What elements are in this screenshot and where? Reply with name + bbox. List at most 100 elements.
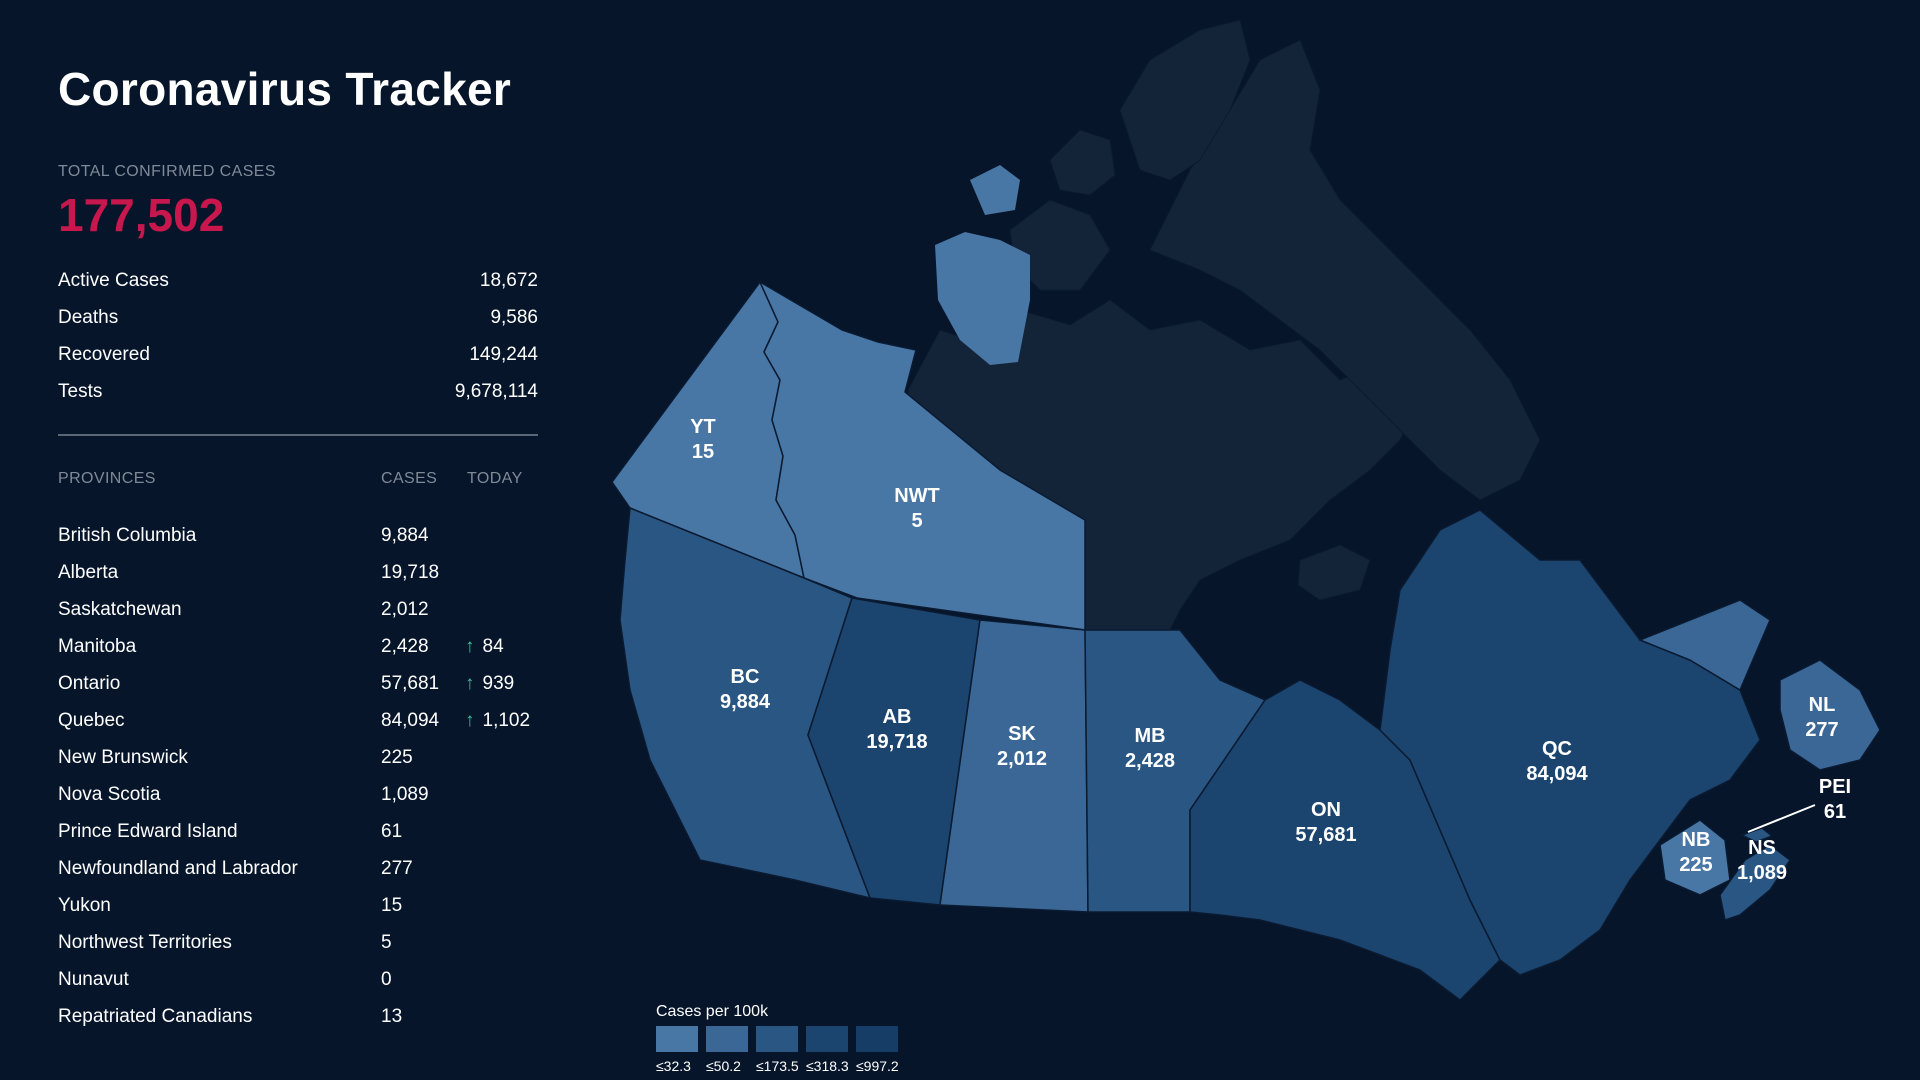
- province-cases: 13: [381, 1006, 403, 1027]
- table-row: Alberta 19,718: [58, 554, 538, 591]
- province-name: Yukon: [58, 895, 111, 916]
- region-cases: 225: [1679, 854, 1712, 876]
- map-label-nl: NL 277: [1805, 694, 1838, 741]
- province-name: Nova Scotia: [58, 784, 161, 805]
- map-label-bc: BC 9,884: [720, 666, 771, 713]
- province-today-value: 939: [482, 673, 515, 694]
- legend-label: ≤173.5: [756, 1058, 799, 1074]
- map-region-nl[interactable]: [1637, 599, 1881, 771]
- stat-value: 9,678,114: [454, 381, 538, 402]
- province-name: Saskatchewan: [58, 599, 182, 620]
- province-name: Quebec: [58, 710, 125, 731]
- region-cases: 61: [1824, 801, 1846, 823]
- stat-value: 149,244: [469, 344, 538, 365]
- map-region-nunavut[interactable]: [904, 19, 1541, 631]
- province-cases: 15: [381, 895, 403, 916]
- stat-row-recovered: Recovered 149,244: [58, 336, 538, 373]
- provinces-table: British Columbia 9,884 Alberta 19,718 Saskat…: [58, 517, 538, 1035]
- province-name: Prince Edward Island: [58, 821, 238, 842]
- province-name: British Columbia: [58, 525, 197, 546]
- province-cases: 19,718: [381, 562, 440, 583]
- map-region-qc[interactable]: [1379, 509, 1761, 976]
- legend-swatch: [706, 1026, 748, 1052]
- table-row: Northwest Territories 5: [58, 924, 538, 961]
- map-label-sk: SK 2,012: [997, 723, 1047, 770]
- arrow-up-icon: ↑: [465, 673, 475, 694]
- stat-label: Deaths: [58, 307, 119, 328]
- stat-label: Recovered: [58, 344, 150, 365]
- map-labels: YT 15 NWT 5 BC 9,884 AB 19,718 SK 2,012 MB 2,428 ON 5…: [690, 416, 1851, 884]
- map-region-on[interactable]: [1189, 679, 1501, 1001]
- map-label-nb: NB 225: [1679, 829, 1712, 876]
- southampton-island: [1297, 544, 1371, 601]
- province-cases: 57,681: [381, 673, 440, 694]
- region-cases: 1,089: [1737, 862, 1787, 884]
- table-row: Manitoba 2,428 ↑ 84: [58, 628, 538, 665]
- region-abbr: YT: [690, 416, 716, 438]
- table-row: Prince Edward Island 61: [58, 813, 538, 850]
- legend-swatch: [806, 1026, 848, 1052]
- map-region-pei[interactable]: [1740, 827, 1774, 843]
- region-cases: 15: [692, 441, 714, 463]
- region-cases: 57,681: [1295, 824, 1356, 846]
- map-region-ns[interactable]: [1719, 844, 1792, 921]
- ellesmere-island: [1119, 19, 1251, 181]
- page-title: Coronavirus Tracker: [58, 63, 512, 115]
- arctic-island-north: [1049, 129, 1116, 196]
- province-name: Northwest Territories: [58, 932, 232, 953]
- stat-row-tests: Tests 9,678,114: [58, 373, 538, 410]
- region-abbr: SK: [1008, 723, 1036, 745]
- provinces-header: PROVINCES: [58, 470, 156, 487]
- stats-list: Active Cases 18,672 Deaths 9,586 Recover…: [58, 262, 538, 410]
- arrow-up-icon: ↑: [465, 636, 475, 657]
- region-abbr: NWT: [894, 485, 940, 507]
- legend-label: ≤318.3: [806, 1058, 849, 1074]
- legend-label: ≤32.3: [656, 1058, 691, 1074]
- map-label-ab: AB 19,718: [866, 706, 927, 753]
- region-cases: 5: [911, 510, 922, 532]
- province-today: ↑ 939: [465, 665, 514, 702]
- region-abbr: QC: [1542, 738, 1572, 760]
- province-today-value: 1,102: [482, 710, 531, 731]
- region-cases: 84,094: [1526, 763, 1588, 785]
- region-abbr: BC: [731, 666, 760, 688]
- table-row: Yukon 15: [58, 887, 538, 924]
- table-row: Ontario 57,681 ↑ 939: [58, 665, 538, 702]
- baffin-island: [1149, 39, 1541, 501]
- province-name: Alberta: [58, 562, 119, 583]
- stat-row-deaths: Deaths 9,586: [58, 299, 538, 336]
- legend-item: ≤32.3: [656, 1026, 698, 1074]
- map-region-bc[interactable]: [619, 506, 872, 900]
- legend-swatch: [756, 1026, 798, 1052]
- stat-value: 9,586: [490, 307, 538, 328]
- stat-label: Tests: [58, 381, 103, 402]
- province-today-value: 84: [482, 636, 504, 657]
- province-name: Nunavut: [58, 969, 129, 990]
- legend-swatch: [856, 1026, 898, 1052]
- region-abbr: PEI: [1819, 776, 1851, 798]
- map-region-banks-island: [970, 165, 1020, 215]
- map-label-ns: NS 1,089: [1737, 837, 1787, 884]
- province-name: Manitoba: [58, 636, 137, 657]
- total-cases-value: 177,502: [58, 189, 225, 241]
- province-cases: 61: [381, 821, 403, 842]
- region-abbr: MB: [1134, 725, 1165, 747]
- stat-value: 18,672: [479, 270, 538, 291]
- region-cases: 2,428: [1125, 750, 1175, 772]
- arrow-up-icon: ↑: [465, 710, 475, 731]
- province-cases: 84,094: [381, 710, 440, 731]
- region-abbr: NB: [1682, 829, 1711, 851]
- legend-item: ≤997.2: [856, 1026, 899, 1074]
- legend-swatch: [656, 1026, 698, 1052]
- legend-label: ≤997.2: [856, 1058, 899, 1074]
- map-region-ab[interactable]: [807, 597, 981, 906]
- region-cases: 2,012: [997, 748, 1047, 770]
- province-name: New Brunswick: [58, 747, 188, 768]
- legend-title: Cases per 100k: [656, 1003, 769, 1020]
- map-region-nwt[interactable]: [758, 280, 1086, 631]
- cases-header: CASES: [381, 470, 438, 487]
- province-cases: 9,884: [381, 525, 429, 546]
- province-today: ↑ 1,102: [465, 702, 530, 739]
